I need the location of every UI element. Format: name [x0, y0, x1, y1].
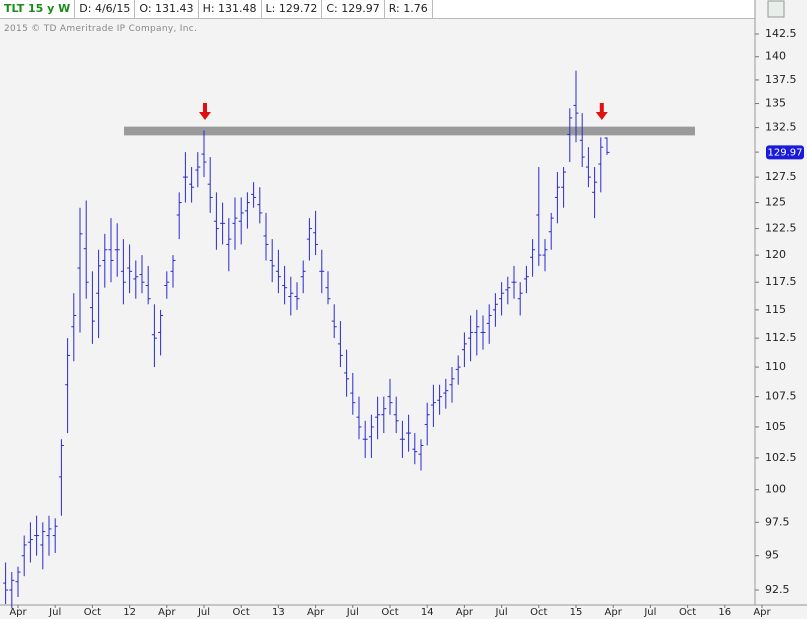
- header-field: O: 131.43: [135, 0, 199, 18]
- x-tick-label: Jul: [48, 607, 61, 618]
- header-bar: TLT 15 y W D: 4/6/15 O: 131.43 H: 131.48 L: …: [0, 0, 755, 19]
- x-tick-label: Apr: [456, 607, 474, 618]
- y-tick-label: 95: [765, 549, 779, 562]
- x-tick-label: Apr: [158, 607, 176, 618]
- y-tick-label: 140: [765, 50, 786, 63]
- x-tick-label: Jul: [495, 607, 508, 618]
- x-tick-label: Apr: [9, 607, 27, 618]
- y-tick-label: 117.5: [765, 275, 797, 288]
- copyright: 2015 © TD Ameritrade IP Company, Inc.: [4, 24, 198, 34]
- y-tick-label: 115: [765, 303, 786, 316]
- x-tick-label: Jul: [197, 607, 210, 618]
- y-tick-label: 100: [765, 483, 786, 496]
- x-tick-label: Apr: [307, 607, 325, 618]
- red-arrow: [595, 103, 608, 120]
- x-tick-label: Oct: [679, 607, 696, 618]
- x-tick-label: 14: [421, 607, 434, 618]
- last-price-box: [766, 145, 804, 160]
- red-arrow: [199, 103, 211, 120]
- y-tick-label: 137.5: [765, 73, 797, 86]
- price-axis-bg: [755, 0, 807, 619]
- y-tick-label: 105: [765, 420, 786, 433]
- resistance-band: [124, 126, 695, 136]
- y-tick-label: 135: [765, 97, 786, 110]
- y-tick-label: 110: [765, 360, 786, 373]
- x-tick-label: 12: [123, 607, 136, 618]
- y-tick-label: 102.5: [765, 451, 797, 464]
- y-tick-label: 107.5: [765, 390, 797, 403]
- y-tick-label: 122.5: [765, 222, 797, 235]
- last-price-label: 129.97: [768, 147, 803, 158]
- x-tick-label: Oct: [84, 607, 101, 618]
- y-tick-label: 97.5: [765, 515, 790, 528]
- x-tick-label: Oct: [530, 607, 547, 618]
- x-tick-label: Oct: [381, 607, 398, 618]
- x-tick-label: Jul: [643, 607, 656, 618]
- y-tick-label: 92.5: [765, 583, 790, 596]
- settings-icon[interactable]: [767, 0, 785, 18]
- header-field: R: 1.76: [385, 0, 433, 18]
- x-tick-label: Apr: [605, 607, 623, 618]
- x-tick-label: 15: [570, 607, 583, 618]
- y-tick-label: 112.5: [765, 331, 797, 344]
- header-field: C: 129.97: [322, 0, 385, 18]
- x-tick-label: Oct: [233, 607, 250, 618]
- y-tick-label: 142.5: [765, 27, 797, 40]
- y-tick-label: 125: [765, 196, 786, 209]
- x-tick-label: Apr: [753, 607, 771, 618]
- y-tick-label: 120: [765, 248, 786, 261]
- x-tick-label: 16: [718, 607, 731, 618]
- header-field: TLT 15 y W: [0, 0, 76, 18]
- y-tick-label: 132.5: [765, 121, 797, 134]
- header-field: D: 4/6/15: [75, 0, 136, 18]
- x-tick-label: Jul: [346, 607, 359, 618]
- header-field: L: 129.72: [262, 0, 323, 18]
- y-tick-label: 127.5: [765, 170, 797, 183]
- x-tick-label: 13: [272, 607, 285, 618]
- header-field: H: 131.48: [199, 0, 262, 18]
